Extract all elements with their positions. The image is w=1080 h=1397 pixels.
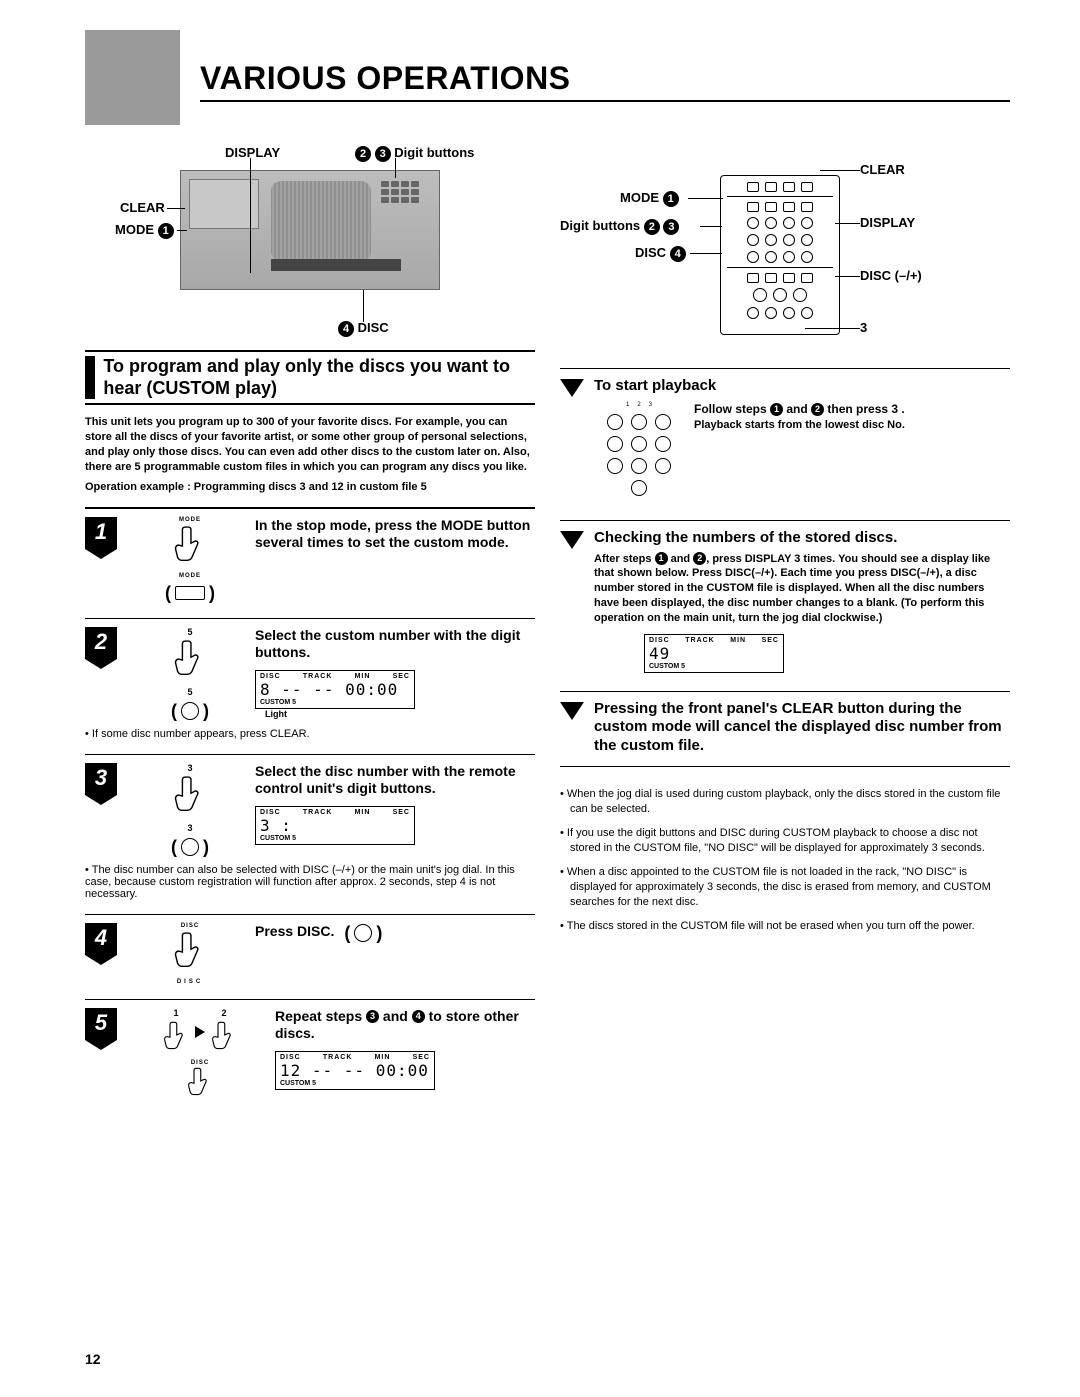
step-3-note: The disc number can also be selected wit… (85, 864, 535, 900)
step-number: 1 (85, 517, 117, 549)
step-number: 3 (85, 763, 117, 795)
finger-icon (171, 525, 209, 569)
step-2: 2 5 5 () Select the custom number with t… (85, 618, 535, 722)
finger-icon (171, 639, 209, 683)
lcd-display: DISCTRACK MINSEC 3 : CUSTOM 5 (255, 806, 415, 845)
label-mode: MODE (115, 222, 154, 237)
label-digit-buttons: Digit buttons (394, 145, 474, 160)
step-text: Repeat steps 3 and 4 to store other disc… (275, 1008, 535, 1043)
right-column: CLEAR MODE 1 Digit buttons 2 3 DISC 4 DI… (560, 140, 1010, 1357)
unit-diagram: DISPLAY 2 3 Digit buttons CLEAR MODE 1 4… (85, 140, 535, 340)
step-2-note: If some disc number appears, press CLEAR… (85, 728, 535, 740)
step-text: Select the disc number with the remote c… (255, 763, 535, 798)
triangle-icon (560, 702, 584, 720)
title-rule (200, 100, 1010, 102)
label-clear: CLEAR (860, 162, 905, 177)
label-three: 3 (860, 320, 867, 335)
lcd-display: DISCTRACK MINSEC 8 -- -- 00:00 CUSTOM 5 (255, 670, 415, 709)
step-text: In the stop mode, press the MODE button … (255, 517, 535, 604)
note-item: The discs stored in the CUSTOM file will… (560, 919, 1010, 934)
label-mode: MODE (620, 190, 659, 205)
arrow-right-icon (195, 1026, 205, 1038)
notes-list: When the jog dial is used during custom … (560, 787, 1010, 934)
note-item: When the jog dial is used during custom … (560, 787, 1010, 818)
subsection-clear: Pressing the front panel's CLEAR button … (560, 691, 1010, 767)
page-title: VARIOUS OPERATIONS (200, 60, 571, 97)
page-number: 12 (85, 1351, 101, 1367)
remote-diagram: CLEAR MODE 1 Digit buttons 2 3 DISC 4 DI… (560, 140, 1010, 350)
subsection-checking: Checking the numbers of the stored discs… (560, 520, 1010, 673)
ref-4: 4 (338, 321, 354, 337)
note-item: When a disc appointed to the CUSTOM file… (560, 865, 1010, 911)
step-3: 3 3 3 () Select the disc number with the… (85, 754, 535, 858)
label-disc-pm: DISC (–/+) (860, 268, 922, 283)
label-clear: CLEAR (120, 200, 165, 215)
triangle-icon (560, 531, 584, 549)
step-4: 4 DISC DISC Press DISC. () (85, 914, 535, 985)
section-heading: To program and play only the discs you w… (85, 350, 535, 405)
subsection-start-playback: To start playback 123 Follow steps 1 and… (560, 368, 1010, 502)
step-5: 5 1 2 (85, 999, 535, 1102)
finger-icon (161, 1020, 191, 1056)
numpad-icon: 123 (594, 402, 684, 502)
ref-2: 2 (355, 146, 371, 162)
lcd-display: DISCTRACK MINSEC 12 -- -- 00:00 CUSTOM 5 (275, 1051, 435, 1090)
lcd-display: DISCTRACK MINSEC 49 CUSTOM 5 (644, 634, 784, 673)
label-display: DISPLAY (860, 215, 915, 230)
step-number: 4 (85, 923, 117, 955)
finger-icon (209, 1020, 239, 1056)
label-display: DISPLAY (225, 145, 280, 160)
step-number: 5 (85, 1008, 117, 1040)
intro-text: This unit lets you program up to 300 of … (85, 415, 535, 474)
triangle-icon (560, 379, 584, 397)
note-item: If you use the digit buttons and DISC du… (560, 826, 1010, 857)
label-disc: DISC (358, 320, 389, 335)
decorative-square (85, 30, 180, 125)
finger-icon (171, 931, 209, 975)
step-number: 2 (85, 627, 117, 659)
step-text: Press DISC. (255, 923, 334, 941)
operation-example: Operation example : Programming discs 3 … (85, 481, 535, 493)
ref-3: 3 (375, 146, 391, 162)
label-digit-buttons: Digit buttons (560, 218, 640, 233)
finger-icon (171, 775, 209, 819)
label-disc: DISC (635, 245, 666, 260)
ref-1: 1 (158, 223, 174, 239)
finger-icon (185, 1066, 215, 1102)
left-column: DISPLAY 2 3 Digit buttons CLEAR MODE 1 4… (85, 140, 535, 1357)
step-1: 1 MODE MODE () In the stop mode, press t… (85, 507, 535, 604)
step-text: Select the custom number with the digit … (255, 627, 535, 662)
